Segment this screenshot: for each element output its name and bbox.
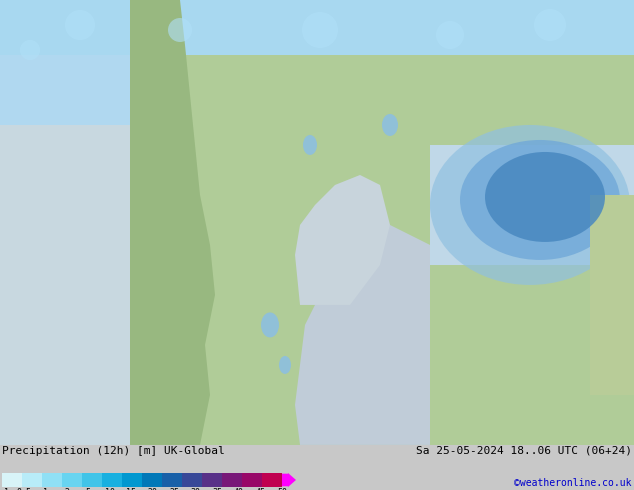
Bar	[0, 0, 130, 445]
Polygon shape	[295, 225, 430, 445]
Text: 50: 50	[277, 488, 287, 490]
Circle shape	[20, 40, 40, 60]
Text: 20: 20	[148, 488, 158, 490]
Text: 25: 25	[169, 488, 179, 490]
Polygon shape	[295, 175, 390, 305]
Ellipse shape	[460, 140, 620, 260]
Circle shape	[65, 10, 95, 40]
Polygon shape	[130, 0, 430, 445]
Text: 2: 2	[64, 488, 69, 490]
Text: 5: 5	[86, 488, 91, 490]
Text: Sa 25-05-2024 18..06 UTC (06+24): Sa 25-05-2024 18..06 UTC (06+24)	[416, 446, 632, 456]
Bar	[0, 0, 634, 55]
Ellipse shape	[303, 135, 317, 155]
Ellipse shape	[279, 356, 291, 374]
Bar	[0, 0, 634, 50]
Polygon shape	[130, 0, 215, 445]
Bar	[242, 473, 262, 487]
Bar	[222, 473, 242, 487]
Bar	[62, 473, 82, 487]
Bar	[162, 473, 182, 487]
Text: Precipitation (12h) [m] UK-Global: Precipitation (12h) [m] UK-Global	[2, 446, 224, 456]
Ellipse shape	[485, 152, 605, 242]
Circle shape	[302, 12, 338, 48]
Bar	[590, 195, 634, 395]
Bar	[102, 473, 122, 487]
Bar	[0, 0, 180, 125]
Text: 35: 35	[212, 488, 223, 490]
Bar	[182, 473, 202, 487]
Text: 40: 40	[234, 488, 244, 490]
Bar	[430, 0, 634, 445]
Text: 10: 10	[105, 488, 115, 490]
Bar	[202, 473, 222, 487]
Text: 0.1: 0.1	[0, 488, 10, 490]
Text: ©weatheronline.co.uk: ©weatheronline.co.uk	[515, 478, 632, 488]
Circle shape	[534, 9, 566, 41]
Text: 15: 15	[126, 488, 136, 490]
Bar	[262, 473, 282, 487]
Ellipse shape	[382, 114, 398, 136]
Bar	[430, 145, 634, 265]
Text: 0.5: 0.5	[16, 488, 31, 490]
Bar	[122, 473, 142, 487]
Bar	[2, 473, 22, 487]
Circle shape	[168, 18, 192, 42]
Circle shape	[436, 21, 464, 49]
Text: 1: 1	[42, 488, 48, 490]
Bar	[82, 473, 102, 487]
Text: 45: 45	[256, 488, 266, 490]
FancyArrow shape	[282, 473, 296, 487]
Ellipse shape	[430, 125, 630, 285]
Bar	[22, 473, 42, 487]
Bar	[42, 473, 62, 487]
Bar	[142, 473, 162, 487]
Ellipse shape	[261, 313, 279, 338]
Text: 30: 30	[191, 488, 201, 490]
